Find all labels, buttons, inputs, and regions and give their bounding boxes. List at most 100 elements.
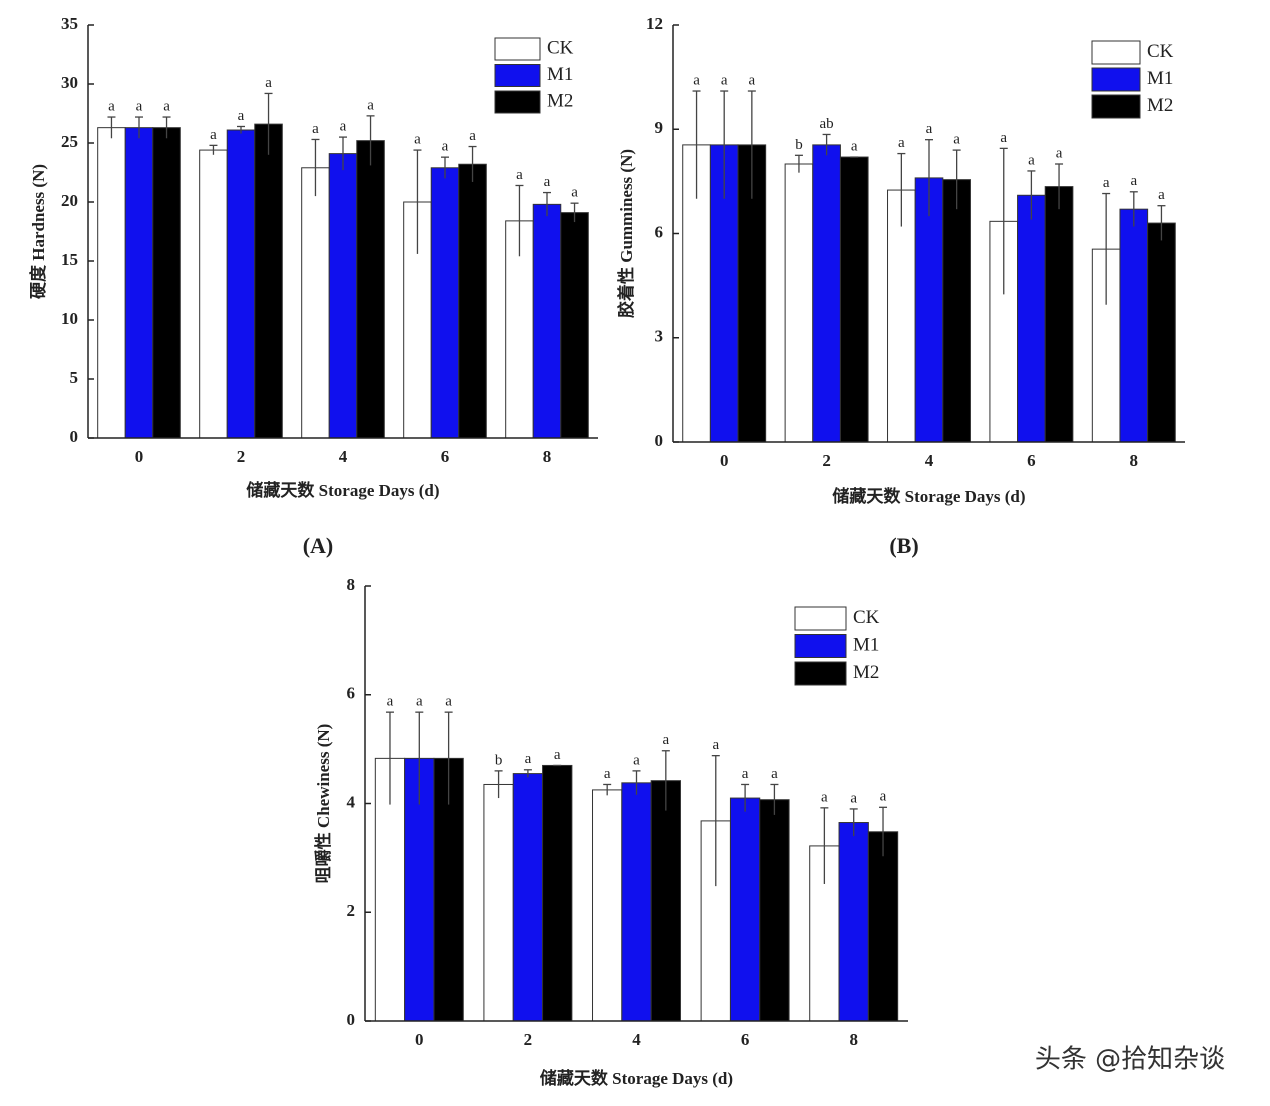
bar bbox=[867, 831, 899, 1022]
x-tick-label: 8 bbox=[849, 1030, 858, 1049]
significance-label: a bbox=[693, 72, 700, 88]
legend-swatch bbox=[794, 634, 847, 658]
bar bbox=[1044, 186, 1074, 443]
significance-label: a bbox=[367, 97, 374, 113]
bar bbox=[839, 156, 869, 443]
bar bbox=[560, 212, 589, 439]
y-tick-label: 4 bbox=[347, 792, 356, 811]
significance-label: a bbox=[525, 751, 532, 767]
significance-label: a bbox=[712, 737, 719, 753]
significance-label: a bbox=[163, 98, 170, 114]
legend-label: CK bbox=[1147, 41, 1174, 62]
bar bbox=[430, 167, 460, 439]
significance-label: a bbox=[442, 139, 449, 155]
bar bbox=[97, 127, 126, 439]
bar bbox=[328, 153, 358, 439]
significance-label: a bbox=[1130, 173, 1137, 189]
significance-label: a bbox=[850, 790, 857, 806]
bar bbox=[356, 140, 385, 439]
legend-label: M2 bbox=[1147, 95, 1173, 116]
x-tick-label: 0 bbox=[415, 1030, 424, 1049]
significance-label: a bbox=[721, 72, 728, 88]
significance-label: a bbox=[445, 694, 452, 710]
significance-label: b bbox=[795, 137, 803, 153]
significance-label: a bbox=[265, 75, 272, 91]
legend-swatch bbox=[494, 90, 541, 114]
y-axis-title: 胶着性 Gumminess (N) bbox=[616, 149, 636, 318]
x-tick-label: 6 bbox=[1027, 451, 1036, 470]
significance-label: a bbox=[1158, 187, 1165, 203]
significance-label: a bbox=[469, 128, 476, 144]
legend-swatch bbox=[1091, 67, 1141, 92]
y-tick-label: 30 bbox=[61, 73, 78, 92]
legend-label: CK bbox=[547, 37, 574, 58]
x-axis-title: 储藏天数 Storage Days (d) bbox=[540, 1068, 733, 1088]
watermark: 头条 @拾知杂谈 bbox=[1035, 1045, 1225, 1075]
bar bbox=[542, 764, 573, 1022]
significance-label: a bbox=[880, 789, 887, 805]
bar bbox=[301, 167, 330, 439]
bar bbox=[592, 789, 623, 1022]
significance-label: a bbox=[416, 694, 423, 710]
legend-label: M1 bbox=[547, 64, 573, 85]
bar bbox=[254, 123, 283, 439]
significance-label: a bbox=[340, 119, 347, 135]
y-tick-label: 0 bbox=[655, 431, 664, 450]
y-tick-label: 20 bbox=[61, 191, 78, 210]
significance-label: a bbox=[210, 127, 217, 143]
significance-label: a bbox=[821, 789, 828, 805]
panel-label: (A) bbox=[303, 533, 334, 558]
bar bbox=[759, 799, 790, 1022]
significance-label: a bbox=[136, 98, 143, 114]
x-tick-label: 2 bbox=[524, 1030, 533, 1049]
legend-label: M2 bbox=[547, 90, 573, 111]
y-tick-label: 5 bbox=[70, 368, 79, 387]
x-tick-label: 4 bbox=[339, 447, 348, 466]
bar bbox=[887, 189, 916, 443]
significance-label: a bbox=[851, 138, 858, 154]
legend-label: M1 bbox=[1147, 68, 1173, 89]
y-axis-title: 硬度 Hardness (N) bbox=[28, 164, 48, 299]
bar bbox=[199, 149, 228, 439]
bar bbox=[650, 780, 681, 1022]
bar bbox=[532, 203, 562, 439]
x-axis-title: 储藏天数 Storage Days (d) bbox=[246, 480, 439, 500]
bar bbox=[1147, 222, 1176, 443]
legend-swatch bbox=[1091, 94, 1141, 119]
significance-label: a bbox=[1000, 130, 1007, 146]
legend-label: M1 bbox=[853, 634, 879, 655]
panel-label: (B) bbox=[889, 533, 918, 558]
x-tick-label: 2 bbox=[237, 447, 246, 466]
y-tick-label: 12 bbox=[646, 14, 663, 33]
x-tick-label: 8 bbox=[543, 447, 552, 466]
significance-label: a bbox=[571, 185, 578, 201]
significance-label: a bbox=[387, 694, 394, 710]
bar bbox=[458, 163, 487, 439]
legend-swatch bbox=[1091, 40, 1141, 65]
significance-label: a bbox=[604, 766, 611, 782]
significance-label: a bbox=[662, 732, 669, 748]
significance-label: b bbox=[495, 752, 503, 768]
y-tick-label: 3 bbox=[655, 327, 664, 346]
significance-label: a bbox=[1056, 145, 1063, 161]
significance-label: a bbox=[544, 174, 551, 190]
legend-label: CK bbox=[853, 607, 880, 628]
significance-label: a bbox=[771, 766, 778, 782]
bar bbox=[812, 144, 841, 443]
significance-label: a bbox=[749, 72, 756, 88]
y-tick-label: 2 bbox=[347, 901, 356, 920]
bar bbox=[942, 179, 971, 443]
significance-label: a bbox=[238, 108, 245, 124]
bar bbox=[483, 783, 514, 1022]
significance-label: a bbox=[554, 747, 561, 763]
significance-label: a bbox=[1028, 152, 1035, 168]
bar bbox=[1119, 208, 1149, 443]
x-tick-label: 6 bbox=[741, 1030, 750, 1049]
bar bbox=[729, 797, 761, 1022]
bar bbox=[1017, 194, 1046, 443]
legend-swatch bbox=[494, 37, 541, 61]
y-tick-label: 10 bbox=[61, 309, 78, 328]
y-tick-label: 6 bbox=[655, 222, 664, 241]
y-tick-label: 25 bbox=[61, 132, 78, 151]
x-tick-label: 2 bbox=[822, 451, 831, 470]
